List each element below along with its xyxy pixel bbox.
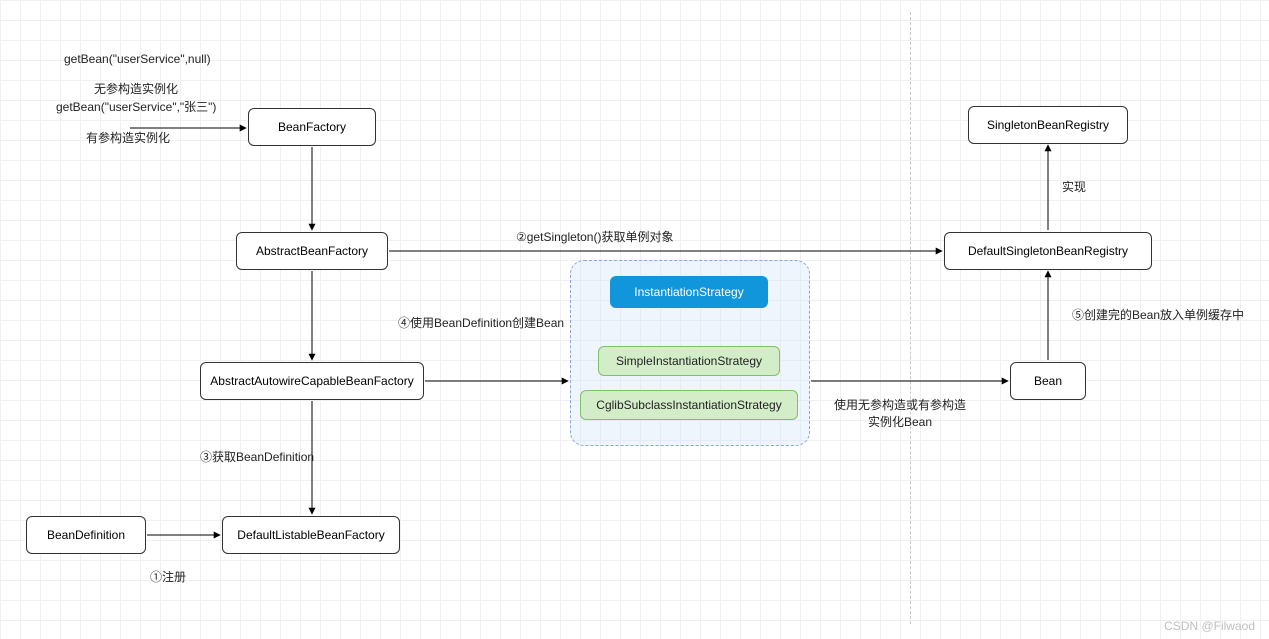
node-simple-instantiation-strategy: SimpleInstantiationStrategy xyxy=(598,346,780,376)
node-default-singleton-bean-registry: DefaultSingletonBeanRegistry xyxy=(944,232,1152,270)
node-label: DefaultListableBeanFactory xyxy=(237,528,384,542)
node-label: BeanFactory xyxy=(278,120,346,134)
node-label: AbstractAutowireCapableBeanFactory xyxy=(210,374,413,388)
node-label: BeanDefinition xyxy=(47,528,125,542)
node-instantiation-strategy: InstantiationStrategy xyxy=(610,276,768,308)
node-bean-definition: BeanDefinition xyxy=(26,516,146,554)
node-abstract-autowire-capable-bean-factory: AbstractAutowireCapableBeanFactory xyxy=(200,362,424,400)
label-noarg-constructor: 使用无参构造或有参构造 实例化Bean xyxy=(820,396,980,430)
label-use-beandefinition: ④使用BeanDefinition创建Bean xyxy=(398,314,564,331)
node-abstract-bean-factory: AbstractBeanFactory xyxy=(236,232,388,270)
node-label: SimpleInstantiationStrategy xyxy=(616,354,762,368)
node-singleton-bean-registry: SingletonBeanRegistry xyxy=(968,106,1128,144)
node-bean: Bean xyxy=(1010,362,1086,400)
node-bean-factory: BeanFactory xyxy=(248,108,376,146)
label-register: ①注册 xyxy=(150,568,186,585)
node-label: InstantiationStrategy xyxy=(634,285,743,299)
annotation-getbean-arg: getBean("userService","张三") 有参构造实例化 xyxy=(56,84,266,146)
annotation-line: getBean("userService",null) xyxy=(64,52,211,66)
annotation-line: getBean("userService","张三") xyxy=(56,100,216,114)
node-label: SingletonBeanRegistry xyxy=(987,118,1109,132)
label-implement: 实现 xyxy=(1062,178,1086,195)
watermark: CSDN @Filwaod xyxy=(1164,619,1255,633)
label-get-singleton: ②getSingleton()获取单例对象 xyxy=(516,228,673,245)
node-label: AbstractBeanFactory xyxy=(256,244,368,258)
section-divider xyxy=(910,12,911,624)
node-cglib-subclass-instantiation-strategy: CglibSubclassInstantiationStrategy xyxy=(580,390,798,420)
label-put-cache: ⑤创建完的Bean放入单例缓存中 xyxy=(1072,306,1262,323)
node-label: CglibSubclassInstantiationStrategy xyxy=(596,398,781,412)
annotation-line: 有参构造实例化 xyxy=(56,131,170,145)
node-label: Bean xyxy=(1034,374,1062,388)
node-default-listable-bean-factory: DefaultListableBeanFactory xyxy=(222,516,400,554)
label-get-beandefinition: ③获取BeanDefinition xyxy=(200,448,314,465)
node-label: DefaultSingletonBeanRegistry xyxy=(968,244,1128,258)
